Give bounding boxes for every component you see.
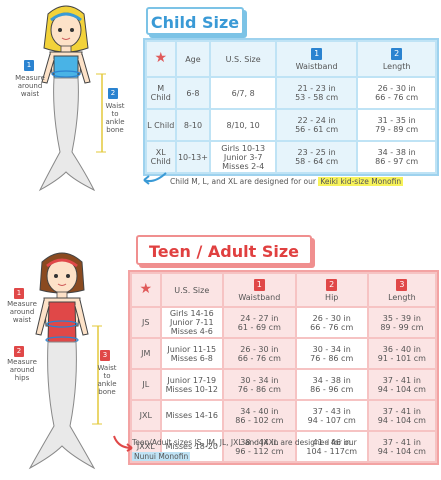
row-length: 31 - 35 in 79 - 89 cm	[358, 110, 435, 140]
row-hip: 30 - 34 in 76 - 86 cm	[296, 339, 367, 368]
teen-note-line2: Nunui Monofin	[132, 452, 191, 461]
table-row: JM Junior 11-15 Misses 6-8 26 - 30 in 66…	[132, 339, 435, 368]
row-length: 37 - 41 in 94 - 104 cm	[368, 401, 435, 430]
length-header-label: Length	[388, 292, 416, 302]
child-size-panel: 1 Measure around waist 2 Waist to ankle …	[0, 0, 441, 198]
length-number-badge: 2	[391, 47, 403, 60]
row-us-size: Junior 17-19 Misses 10-12	[161, 370, 222, 399]
teen-hip-header: 2 Hip	[296, 274, 367, 306]
row-age: 10-13+	[176, 142, 210, 172]
star-icon: ★	[154, 50, 168, 66]
length-number-badge: 3	[396, 278, 408, 291]
teen-hip-label: Measure around hips	[7, 358, 37, 382]
row-waistband: 22 - 24 in 56 - 61 cm	[276, 110, 357, 140]
table-row: JS Girls 14-16 Junior 7-11 Misses 4-6 24…	[132, 308, 435, 337]
teen-us-size-header: U.S. Size	[161, 274, 222, 306]
row-us-size: Girls 10-13 Junior 3-7 Misses 2-4	[211, 142, 275, 172]
row-us-size: Misses 14-16	[161, 401, 222, 430]
teen-mermaid-illustration	[28, 252, 102, 470]
teen-adult-size-title: Teen / Adult Size	[136, 235, 312, 265]
teen-waist-label: Measure around waist	[7, 300, 37, 324]
teen-adult-size-panel: 1 Measure around waist 2 Measure around …	[0, 226, 441, 480]
star-icon: ★	[139, 281, 153, 297]
child-table-header-row: ★ Age U.S. Size 1 Waistband 2 Length	[147, 42, 435, 76]
child-length-label: Waist to ankle bone	[105, 102, 125, 134]
row-size-label: JM	[132, 339, 160, 368]
row-length: 35 - 39 in 89 - 99 cm	[368, 308, 435, 337]
teen-note-line1: Teen/Adult sizes JS, JM, JL, JXL and JXX…	[132, 438, 357, 447]
hip-header-label: Hip	[325, 292, 339, 302]
row-hip: 34 - 38 in 86 - 96 cm	[296, 370, 367, 399]
child-length-header: 2 Length	[358, 42, 435, 76]
child-waist-badge: 1	[24, 60, 34, 71]
teen-length-badge: 3	[100, 350, 110, 361]
table-row: JXXL Misses 18-20 38 - 44 in 96 - 112 cm…	[132, 432, 435, 461]
row-length: 37 - 41 in 94 - 104 cm	[368, 432, 435, 461]
row-size-label: JXL	[132, 401, 160, 430]
table-row: L Child 8-10 8/10, 10 22 - 24 in 56 - 61…	[147, 110, 435, 140]
row-size-label: M Child	[147, 78, 175, 108]
row-length: 34 - 38 in 86 - 97 cm	[358, 142, 435, 172]
child-size-table: ★ Age U.S. Size 1 Waistband 2 Length M C…	[143, 38, 439, 176]
teen-hip-badge: 2	[14, 346, 24, 357]
teen-star-header: ★	[132, 274, 160, 306]
row-size-label: L Child	[147, 110, 175, 140]
row-length: 26 - 30 in 66 - 76 cm	[358, 78, 435, 108]
row-age: 6-8	[176, 78, 210, 108]
row-size-label: JL	[132, 370, 160, 399]
table-row: M Child 6-8 6/7, 8 21 - 23 in 53 - 58 cm…	[147, 78, 435, 108]
row-waistband: 34 - 40 in 86 - 102 cm	[224, 401, 295, 430]
row-hip: 37 - 43 in 94 - 107 cm	[296, 401, 367, 430]
curved-arrow-icon	[113, 435, 133, 452]
row-length: 36 - 40 in 91 - 101 cm	[368, 339, 435, 368]
row-size-label: XL Child	[147, 142, 175, 172]
child-age-header: Age	[176, 42, 210, 76]
child-length-badge: 2	[108, 88, 118, 99]
table-row: JL Junior 17-19 Misses 10-12 30 - 34 in …	[132, 370, 435, 399]
teen-waistband-header: 1 Waistband	[224, 274, 295, 306]
row-us-size: Junior 11-15 Misses 6-8	[161, 339, 222, 368]
row-hip: 26 - 30 in 66 - 76 cm	[296, 308, 367, 337]
child-note: Child M, L, and XL are designed for our …	[170, 177, 404, 186]
child-waist-label: Measure around waist	[15, 74, 45, 98]
table-row: XL Child 10-13+ Girls 10-13 Junior 3-7 M…	[147, 142, 435, 172]
child-us-size-header: U.S. Size	[211, 42, 275, 76]
row-waistband: 24 - 27 in 61 - 69 cm	[224, 308, 295, 337]
row-hip: 41 - 46 in 104 - 117cm	[296, 432, 367, 461]
row-age: 8-10	[176, 110, 210, 140]
curved-arrow-icon	[143, 172, 167, 185]
waistband-header-label: Waistband	[238, 292, 281, 302]
row-us-size: Girls 14-16 Junior 7-11 Misses 4-6	[161, 308, 222, 337]
waistband-number-badge: 1	[253, 278, 265, 291]
teen-note-highlight: Nunui Monofin	[132, 452, 191, 461]
child-star-header: ★	[147, 42, 175, 76]
teen-adult-size-table: ★ U.S. Size 1 Waistband 2 Hip 3 Length J…	[128, 270, 439, 465]
teen-waist-badge: 1	[14, 288, 24, 299]
child-note-highlight: Keiki kid-size Monofin	[318, 177, 404, 186]
hip-number-badge: 2	[326, 278, 338, 291]
table-row: JXL Misses 14-16 34 - 40 in 86 - 102 cm …	[132, 401, 435, 430]
waistband-number-badge: 1	[311, 47, 323, 60]
teen-length-label: Waist to ankle bone	[97, 364, 117, 396]
child-size-title: Child Size	[146, 7, 244, 35]
length-header-label: Length	[382, 61, 411, 71]
waistband-header-label: Waistband	[295, 61, 338, 71]
row-waistband: 23 - 25 in 58 - 64 cm	[276, 142, 357, 172]
row-waistband: 38 - 44 in 96 - 112 cm	[224, 432, 295, 461]
child-note-text: Child M, L, and XL are designed for our	[170, 177, 319, 186]
teen-figure: 1 Measure around waist 2 Measure around …	[7, 246, 124, 478]
row-length: 37 - 41 in 94 - 104 cm	[368, 370, 435, 399]
teen-table-header-row: ★ U.S. Size 1 Waistband 2 Hip 3 Length	[132, 274, 435, 306]
row-waistband: 26 - 30 in 66 - 76 cm	[224, 339, 295, 368]
child-waistband-header: 1 Waistband	[276, 42, 357, 76]
row-us-size: 6/7, 8	[211, 78, 275, 108]
row-us-size: 8/10, 10	[211, 110, 275, 140]
row-waistband: 30 - 34 in 76 - 86 cm	[224, 370, 295, 399]
child-mermaid-illustration	[38, 5, 106, 192]
row-size-label: JS	[132, 308, 160, 337]
teen-length-header: 3 Length	[368, 274, 435, 306]
row-waistband: 21 - 23 in 53 - 58 cm	[276, 78, 357, 108]
child-figure: 1 Measure around waist 2 Waist to ankle …	[15, 2, 128, 198]
